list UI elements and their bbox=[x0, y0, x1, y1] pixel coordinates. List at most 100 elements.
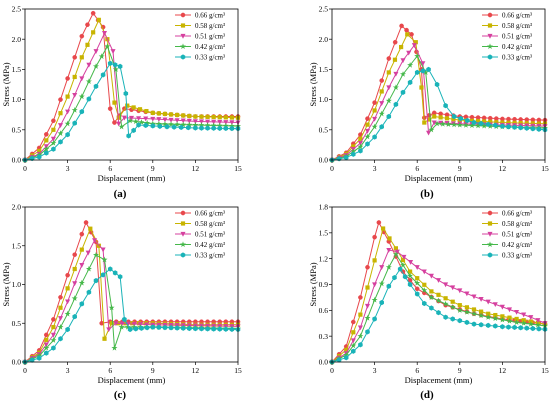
data-point bbox=[450, 299, 455, 304]
data-point bbox=[530, 126, 536, 132]
data-point bbox=[478, 120, 484, 127]
data-point bbox=[138, 119, 145, 125]
legend-label: 0.51 g/cm³ bbox=[502, 33, 532, 41]
data-point bbox=[123, 90, 129, 97]
data-point bbox=[530, 117, 536, 123]
data-point bbox=[392, 57, 398, 62]
data-point bbox=[107, 266, 113, 272]
x-tick-label: 12 bbox=[192, 366, 200, 375]
data-point bbox=[456, 307, 463, 313]
data-point bbox=[438, 111, 443, 117]
series-3 bbox=[329, 247, 548, 365]
data-point bbox=[434, 81, 440, 88]
data-point bbox=[119, 321, 125, 327]
y-tick-label: 2.0 bbox=[319, 35, 329, 44]
data-point bbox=[385, 264, 392, 270]
data-point bbox=[493, 312, 498, 318]
data-point bbox=[127, 326, 133, 333]
data-point bbox=[57, 123, 64, 128]
data-point bbox=[78, 279, 85, 286]
data-point bbox=[478, 297, 484, 302]
data-point bbox=[450, 285, 456, 291]
data-point bbox=[506, 307, 513, 313]
data-point bbox=[457, 288, 463, 294]
data-point bbox=[521, 312, 527, 318]
data-point bbox=[211, 114, 216, 120]
data-point bbox=[456, 121, 463, 128]
data-point bbox=[381, 226, 386, 231]
data-point bbox=[187, 325, 192, 332]
legend-label: 0.42 g/cm³ bbox=[502, 43, 532, 51]
data-point bbox=[524, 117, 530, 122]
data-point bbox=[471, 321, 477, 327]
data-point bbox=[162, 324, 168, 331]
data-point bbox=[131, 323, 138, 330]
legend-entry: 0.66 g/cm³ bbox=[175, 12, 225, 20]
data-point bbox=[372, 258, 377, 263]
data-point bbox=[507, 315, 512, 320]
legend-entry: 0.51 g/cm³ bbox=[175, 33, 225, 41]
data-point bbox=[187, 113, 192, 119]
data-point bbox=[393, 101, 399, 108]
data-point bbox=[414, 291, 420, 297]
x-tick-label: 15 bbox=[541, 164, 549, 173]
legend-marker bbox=[180, 43, 186, 50]
series-line bbox=[331, 249, 546, 363]
data-point bbox=[414, 279, 421, 286]
data-point bbox=[156, 111, 161, 116]
data-point bbox=[65, 132, 70, 138]
legend-entry: 0.42 g/cm³ bbox=[175, 241, 225, 249]
data-point bbox=[125, 103, 130, 108]
y-tick-label: 0.3 bbox=[319, 332, 329, 341]
data-point bbox=[475, 122, 482, 129]
data-point bbox=[372, 108, 377, 113]
data-point bbox=[457, 303, 462, 308]
data-point bbox=[357, 140, 363, 146]
data-point bbox=[36, 154, 42, 160]
legend-label: 0.33 g/cm³ bbox=[502, 252, 532, 260]
data-point bbox=[420, 61, 426, 67]
x-axis-label: Displacement (mm) bbox=[98, 375, 166, 385]
legend-entry: 0.66 g/cm³ bbox=[482, 12, 532, 20]
data-point bbox=[93, 251, 99, 258]
data-point bbox=[150, 123, 156, 129]
data-point bbox=[415, 276, 420, 281]
data-point bbox=[536, 121, 542, 126]
y-axis-label: Stress (MPa) bbox=[1, 62, 11, 106]
data-point bbox=[72, 266, 77, 272]
x-tick-label: 0 bbox=[23, 164, 27, 173]
data-point bbox=[139, 325, 144, 331]
data-point bbox=[79, 301, 85, 307]
data-point bbox=[156, 324, 162, 330]
data-point bbox=[193, 326, 198, 332]
data-point bbox=[385, 97, 392, 104]
data-point bbox=[408, 260, 414, 265]
legend-marker bbox=[487, 231, 493, 237]
data-point bbox=[524, 125, 530, 131]
data-point bbox=[78, 93, 85, 100]
data-point bbox=[486, 311, 491, 316]
data-point bbox=[351, 348, 356, 354]
data-point bbox=[205, 326, 210, 332]
legend-marker bbox=[487, 221, 493, 226]
data-point bbox=[88, 226, 93, 231]
data-point bbox=[392, 251, 399, 257]
y-tick-label: 1.0 bbox=[12, 280, 22, 289]
data-point bbox=[336, 357, 342, 363]
data-point bbox=[113, 321, 119, 326]
data-point bbox=[112, 66, 119, 72]
data-point bbox=[199, 125, 204, 131]
data-point bbox=[386, 283, 392, 289]
data-point bbox=[443, 282, 449, 288]
data-point bbox=[79, 33, 85, 39]
data-point bbox=[449, 303, 456, 310]
data-point bbox=[475, 119, 481, 124]
data-point bbox=[493, 323, 498, 329]
data-point bbox=[428, 273, 434, 279]
legend-marker bbox=[487, 210, 493, 216]
data-point bbox=[174, 118, 180, 124]
data-point bbox=[217, 326, 223, 332]
data-point bbox=[351, 144, 356, 149]
y-tick-label: 0.6 bbox=[319, 306, 329, 315]
data-point bbox=[451, 117, 456, 122]
